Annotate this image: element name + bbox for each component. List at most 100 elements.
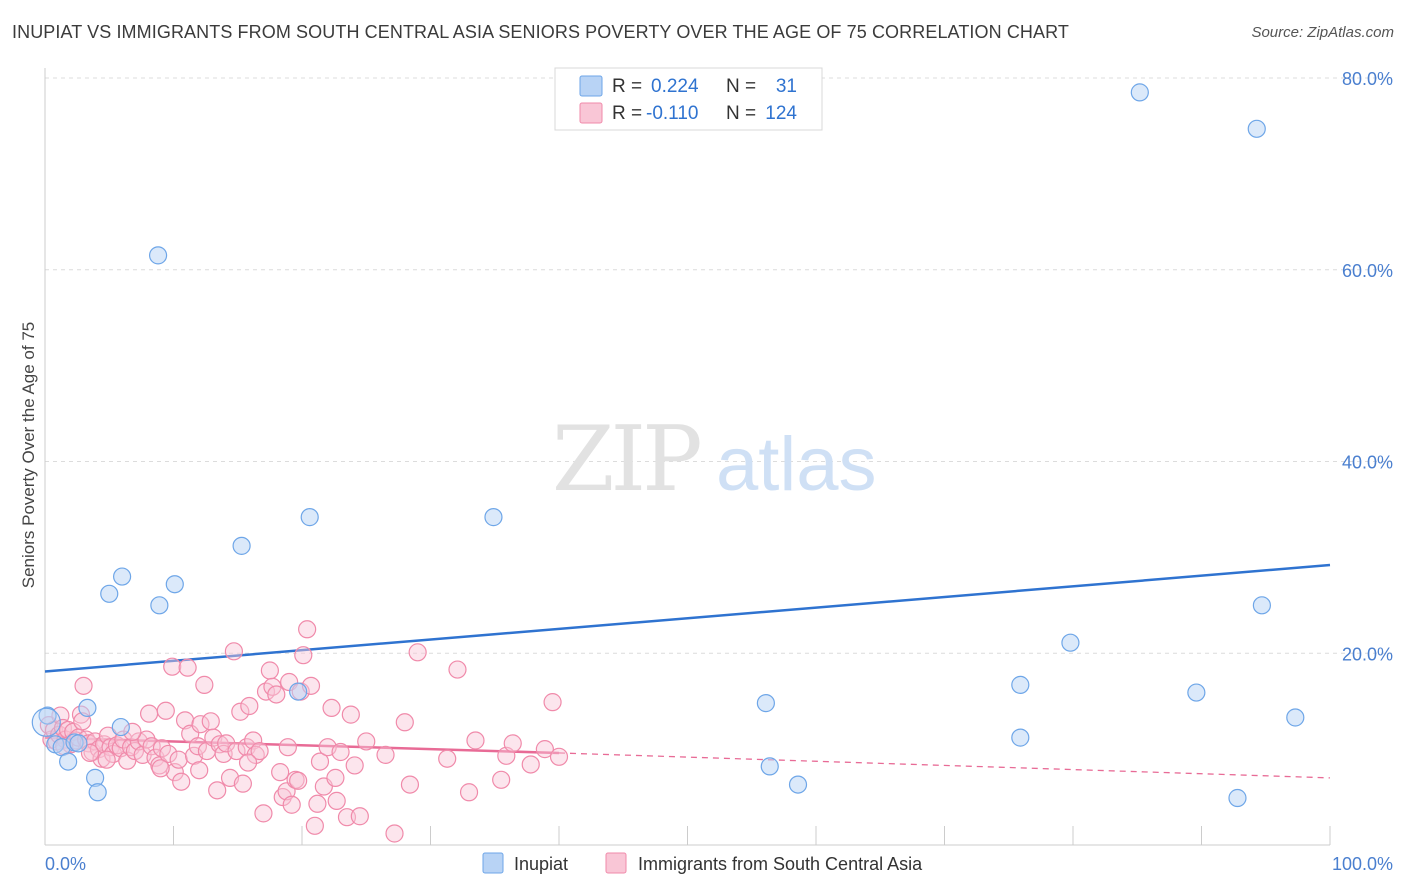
immigrants-point (231, 702, 250, 721)
axes (44, 68, 1331, 846)
inupiat-point (111, 717, 130, 737)
gridlines (45, 77, 1392, 654)
legend-n-label-2: N = (726, 103, 756, 124)
inupiat-point (100, 584, 119, 603)
immigrants-point (521, 755, 540, 774)
immigrants-point (178, 658, 197, 677)
immigrants-point (438, 749, 457, 768)
legend-inupiat-swatch (579, 75, 603, 97)
immigrants-point (172, 772, 191, 791)
immigrants-point (250, 741, 269, 761)
inupiat-points (31, 83, 1305, 808)
inupiat-point (1286, 708, 1305, 727)
inupiat-point (756, 694, 775, 713)
inupiat-trend-line (44, 563, 1331, 673)
chart-source: Source: ZipAtlas.com (1251, 24, 1394, 41)
y-tick-label: 40.0% (1342, 453, 1393, 473)
immigrants-point (331, 742, 350, 762)
correlation-legend: R = 0.224 N = 31 R = -0.110 N = 124 (554, 67, 823, 131)
legend-r-label-2: R = (612, 103, 642, 124)
inupiat-point (232, 536, 251, 555)
inupiat-point (289, 682, 308, 701)
inupiat-point (1247, 119, 1266, 138)
immigrants-point (260, 661, 279, 680)
immigrants-point (448, 660, 467, 679)
immigrants-point (341, 705, 360, 724)
immigrants-point (163, 657, 182, 676)
immigrants-point (151, 759, 170, 778)
immigrants-point (159, 744, 178, 764)
inupiat-point (484, 508, 503, 527)
inupiat-point (1011, 675, 1030, 694)
immigrants-point (376, 745, 395, 764)
x-tick-label: 100.0% (1332, 854, 1393, 874)
y-axis-label: Seniors Poverty Over the Age of 75 (19, 322, 38, 588)
immigrants-point (289, 771, 308, 790)
inupiat-point (1130, 83, 1149, 102)
immigrants-point (233, 774, 252, 793)
immigrants-point (156, 701, 175, 720)
immigrants-point (459, 783, 479, 802)
bottom-legend-inupiat-label: Inupiat (514, 854, 568, 874)
bottom-legend-inupiat-swatch (482, 852, 504, 874)
bottom-legend-immigrants-label: Immigrants from South Central Asia (638, 854, 923, 874)
legend-n-value-immigrants: 124 (765, 103, 797, 124)
y-tick-label: 60.0% (1342, 261, 1393, 281)
inupiat-point (59, 752, 78, 771)
legend-r-value-immigrants: -0.110 (646, 103, 698, 124)
bottom-legend-immigrants-swatch (605, 852, 627, 874)
immigrants-point (543, 693, 562, 712)
immigrants-point (217, 734, 236, 753)
inupiat-point (1011, 728, 1030, 747)
y-tick-label: 20.0% (1342, 644, 1393, 664)
immigrants-point (271, 763, 290, 782)
inupiat-point (69, 734, 88, 753)
inupiat-point (1187, 683, 1206, 702)
watermark: ZIP atlas (552, 407, 877, 512)
inupiat-point (760, 757, 779, 776)
immigrants-point (357, 732, 376, 751)
immigrants-point (492, 770, 511, 789)
inupiat-point (78, 698, 97, 717)
immigrants-point (195, 675, 214, 694)
immigrants-point (308, 794, 327, 813)
legend-n-label-1: N = (726, 76, 756, 97)
legend-r-label-1: R = (612, 76, 642, 97)
immigrants-point (139, 704, 159, 723)
immigrants-point (327, 791, 346, 810)
immigrants-point (74, 676, 93, 695)
immigrants-point (191, 715, 210, 734)
immigrants-point (385, 824, 404, 843)
inupiat-point (300, 508, 319, 527)
x-tick-label: 0.0% (45, 854, 86, 874)
immigrants-point (400, 775, 420, 794)
immigrants-point (208, 781, 227, 800)
immigrants-point (294, 646, 313, 665)
immigrants-point (549, 747, 569, 766)
immigrants-point (310, 752, 330, 771)
immigrants-point (97, 750, 116, 769)
legend-immigrants-swatch (579, 102, 603, 124)
inupiat-point (788, 775, 808, 794)
inupiat-point (150, 596, 169, 615)
inupiat-point (112, 567, 132, 586)
immigrants-point (244, 731, 263, 750)
immigrants-point (503, 734, 522, 753)
immigrants-point (175, 711, 195, 730)
legend-n-value-inupiat: 31 (776, 76, 797, 97)
immigrants-point (201, 712, 220, 731)
immigrants-point (395, 713, 414, 732)
immigrants-point (408, 643, 427, 662)
watermark-atlas: atlas (716, 422, 877, 507)
immigrants-point (190, 761, 209, 780)
immigrants-point (254, 804, 273, 823)
watermark-zip: ZIP (552, 407, 700, 512)
inupiat-point (88, 783, 107, 802)
immigrants-point (326, 768, 345, 787)
immigrants-point (282, 795, 301, 814)
immigrants-point (238, 753, 258, 772)
immigrants-point (224, 642, 243, 661)
immigrants-point (278, 738, 297, 757)
immigrants-point (535, 740, 554, 759)
